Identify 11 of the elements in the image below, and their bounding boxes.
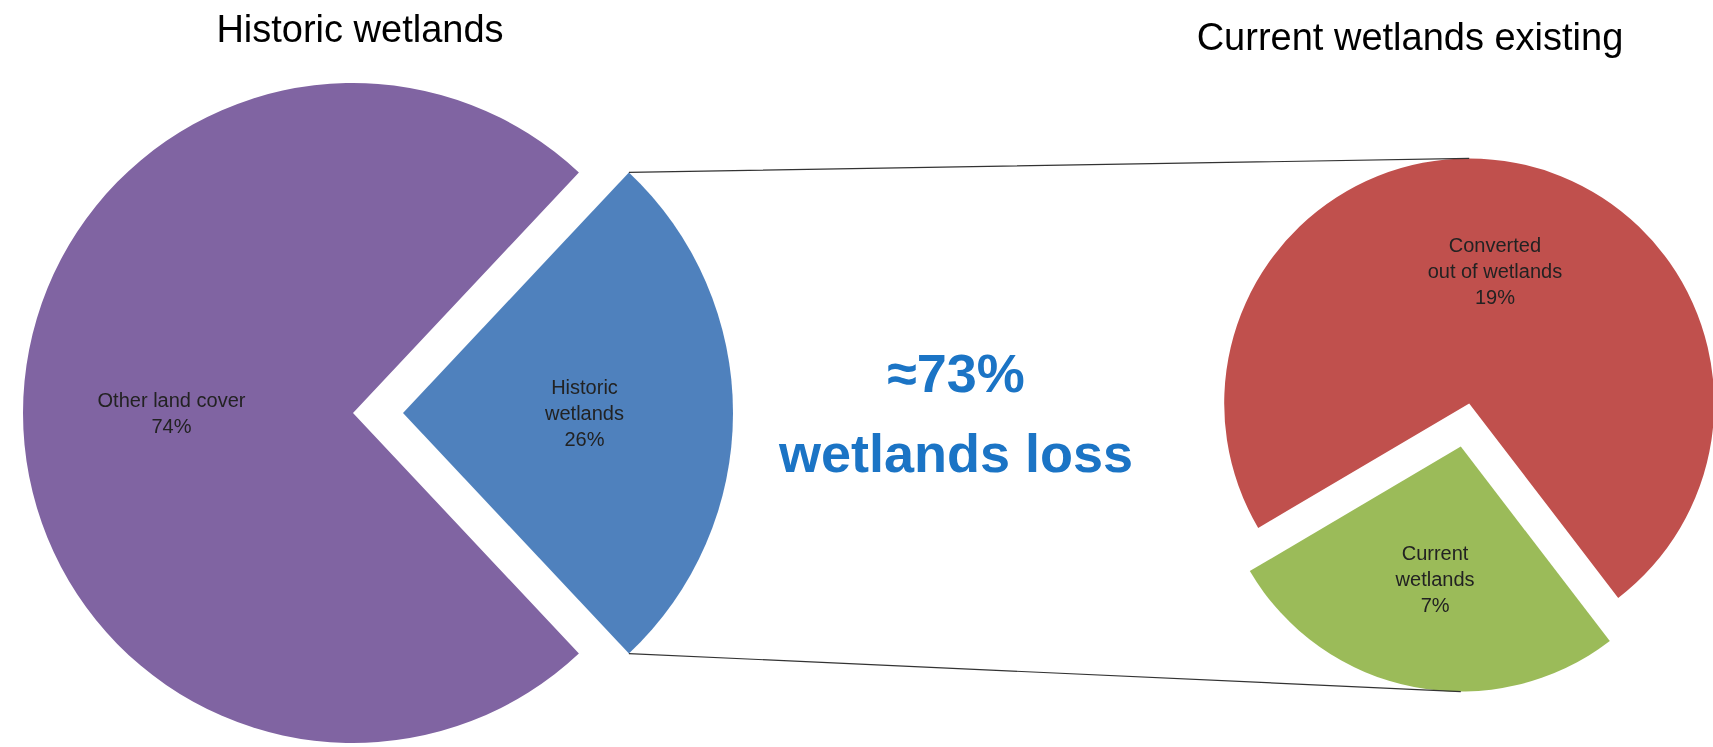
slice-label: Converted out of wetlands (1427, 234, 1563, 283)
chart-title: Historic wetlands (216, 8, 504, 50)
data-label: 7% (1420, 593, 1450, 616)
chart-title: Current wetlands existing (1196, 16, 1624, 58)
slice-label: Current wetlands (1394, 541, 1475, 590)
data-label: 26% (564, 428, 605, 450)
slice-label: Other land cover (97, 389, 246, 411)
data-label: 19% (1474, 286, 1516, 309)
data-label: 74% (151, 415, 192, 437)
text: ≈73% wetlands loss (777, 343, 1134, 483)
slice-label: Historic wetlands (544, 376, 624, 424)
